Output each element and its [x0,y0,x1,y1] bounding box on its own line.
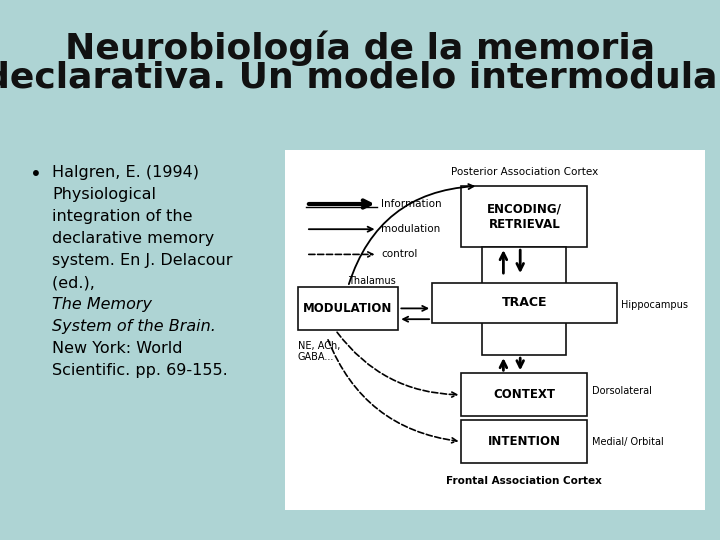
Text: MODULATION: MODULATION [303,302,392,315]
Text: TRACE: TRACE [502,296,547,309]
Text: declarative memory: declarative memory [52,231,215,246]
FancyBboxPatch shape [285,150,705,510]
Text: system. En J. Delacour: system. En J. Delacour [52,253,233,268]
Text: Thalamus: Thalamus [348,276,396,286]
Text: INTENTION: INTENTION [488,435,561,448]
Text: (ed.),: (ed.), [52,275,100,290]
Text: NE, ACh,
GABA...: NE, ACh, GABA... [297,341,340,362]
Text: Halgren, E. (1994): Halgren, E. (1994) [52,165,199,180]
FancyBboxPatch shape [462,186,588,247]
FancyBboxPatch shape [297,287,398,330]
Text: Neurobiología de la memoria: Neurobiología de la memoria [65,30,655,65]
Text: CONTEXT: CONTEXT [493,388,555,401]
Text: •: • [30,165,42,184]
Text: Information: Information [382,199,442,209]
Text: Dorsolateral: Dorsolateral [592,386,652,396]
Text: Medial/ Orbital: Medial/ Orbital [592,437,663,447]
FancyBboxPatch shape [462,373,588,416]
FancyBboxPatch shape [482,247,567,355]
Text: Posterior Association Cortex: Posterior Association Cortex [451,167,598,177]
Text: Frontal Association Cortex: Frontal Association Cortex [446,476,603,486]
Text: The Memory: The Memory [52,297,152,312]
Text: New York: World: New York: World [52,341,182,356]
Text: declarativa. Un modelo intermodular: declarativa. Un modelo intermodular [0,60,720,94]
Text: Hippocampus: Hippocampus [621,300,688,310]
FancyBboxPatch shape [432,283,617,323]
Text: integration of the: integration of the [52,209,192,224]
Text: Scientific. pp. 69-155.: Scientific. pp. 69-155. [52,363,228,378]
Text: modulation: modulation [382,224,441,234]
FancyBboxPatch shape [462,420,588,463]
Text: control: control [382,249,418,259]
Text: System of the Brain.: System of the Brain. [52,319,216,334]
Text: ENCODING/
RETRIEVAL: ENCODING/ RETRIEVAL [487,202,562,231]
Text: Physiological: Physiological [52,187,156,202]
